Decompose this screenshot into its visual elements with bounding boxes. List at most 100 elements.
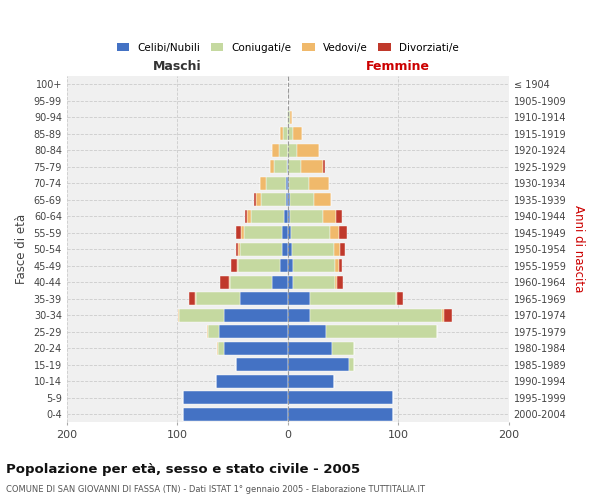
Bar [443, 308, 452, 322]
Bar [207, 325, 208, 338]
Bar [247, 210, 251, 222]
Bar [288, 292, 310, 305]
Bar [241, 226, 244, 239]
Bar [288, 144, 296, 156]
Bar [293, 276, 335, 288]
Bar [288, 210, 290, 222]
Bar [282, 242, 288, 256]
Bar [291, 226, 330, 239]
Text: COMUNE DI SAN GIOVANNI DI FASSA (TN) - Dati ISTAT 1° gennaio 2005 - Elaborazione: COMUNE DI SAN GIOVANNI DI FASSA (TN) - D… [6, 486, 425, 494]
Bar [274, 160, 287, 173]
Bar [254, 194, 256, 206]
Bar [279, 144, 288, 156]
Bar [272, 144, 279, 156]
Bar [288, 194, 290, 206]
Bar [178, 308, 179, 322]
Bar [283, 128, 288, 140]
Bar [282, 226, 288, 239]
Bar [190, 292, 195, 305]
Bar [287, 160, 288, 173]
Bar [337, 276, 343, 288]
Bar [288, 391, 393, 404]
Bar [296, 144, 319, 156]
Bar [301, 160, 323, 173]
Text: Femmine: Femmine [366, 60, 430, 72]
Bar [288, 374, 334, 388]
Bar [288, 358, 349, 371]
Bar [183, 408, 288, 420]
Bar [288, 276, 293, 288]
Bar [288, 128, 293, 140]
Bar [290, 111, 292, 124]
Bar [237, 259, 238, 272]
Text: Maschi: Maschi [153, 60, 202, 72]
Bar [288, 242, 292, 256]
Bar [217, 342, 218, 354]
Text: Popolazione per età, sesso e stato civile - 2005: Popolazione per età, sesso e stato civil… [6, 462, 360, 475]
Bar [232, 259, 237, 272]
Bar [240, 292, 288, 305]
Bar [288, 160, 301, 173]
Bar [335, 276, 337, 288]
Bar [442, 308, 443, 322]
Bar [236, 358, 288, 371]
Bar [216, 374, 288, 388]
Bar [288, 342, 332, 354]
Bar [290, 210, 323, 222]
Bar [335, 259, 338, 272]
Bar [284, 210, 288, 222]
Bar [286, 194, 288, 206]
Bar [272, 276, 288, 288]
Bar [397, 292, 403, 305]
Bar [236, 242, 238, 256]
Bar [310, 292, 396, 305]
Bar [219, 325, 288, 338]
Bar [280, 259, 288, 272]
Bar [244, 226, 282, 239]
Y-axis label: Anni di nascita: Anni di nascita [572, 206, 585, 293]
Bar [338, 226, 347, 239]
Bar [236, 226, 241, 239]
Bar [288, 226, 291, 239]
Bar [288, 308, 310, 322]
Bar [323, 210, 337, 222]
Bar [288, 408, 393, 420]
Bar [310, 308, 442, 322]
Bar [293, 259, 335, 272]
Bar [229, 276, 230, 288]
Bar [326, 325, 437, 338]
Bar [179, 308, 224, 322]
Bar [288, 325, 326, 338]
Bar [183, 391, 288, 404]
Bar [260, 177, 266, 190]
Bar [293, 128, 302, 140]
Bar [340, 242, 345, 256]
Bar [314, 194, 331, 206]
Bar [224, 308, 288, 322]
Bar [309, 177, 329, 190]
Bar [240, 242, 282, 256]
Bar [245, 210, 247, 222]
Bar [256, 194, 261, 206]
Bar [261, 194, 286, 206]
Bar [238, 259, 280, 272]
Bar [338, 259, 342, 272]
Y-axis label: Fasce di età: Fasce di età [15, 214, 28, 284]
Bar [196, 292, 240, 305]
Bar [334, 242, 340, 256]
Bar [230, 276, 272, 288]
Bar [238, 242, 240, 256]
Bar [288, 259, 293, 272]
Bar [323, 160, 325, 173]
Bar [289, 177, 309, 190]
Bar [287, 111, 288, 124]
Bar [330, 226, 338, 239]
Bar [286, 177, 288, 190]
Bar [396, 292, 397, 305]
Bar [218, 342, 224, 354]
Bar [349, 358, 354, 371]
Bar [266, 177, 286, 190]
Bar [280, 128, 283, 140]
Bar [251, 210, 284, 222]
Bar [195, 292, 196, 305]
